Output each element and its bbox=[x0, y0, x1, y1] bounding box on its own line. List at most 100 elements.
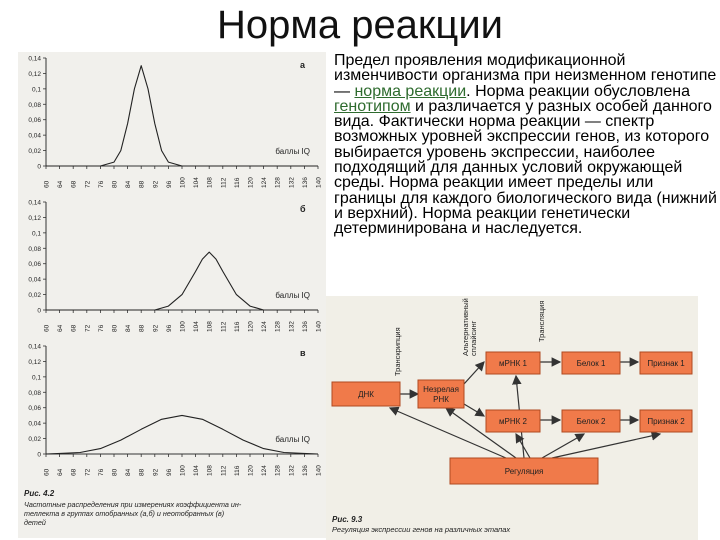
y-tick-label: 0,02 bbox=[28, 148, 41, 155]
y-tick-label: 0,14 bbox=[28, 200, 41, 207]
y-tick-label: 0,04 bbox=[28, 133, 41, 140]
y-tick-label: 0 bbox=[37, 164, 41, 171]
x-tick-label: 112 bbox=[220, 465, 227, 476]
norm-of-reaction-link[interactable]: норма реакции bbox=[354, 82, 467, 100]
x-tick-label: 132 bbox=[288, 177, 295, 188]
y-tick-label: 0,1 bbox=[32, 374, 41, 381]
x-tick-label: 128 bbox=[275, 465, 282, 476]
x-tick-label: 80 bbox=[112, 468, 119, 476]
gene-expression-svg: ДНК Незрелая РНК мРНК 1 мРНК 2 Белок 1 Б… bbox=[331, 298, 693, 534]
trait1-label: Признак 1 bbox=[647, 359, 685, 368]
x-tick-label: 92 bbox=[152, 324, 159, 332]
y-tick-label: 0,06 bbox=[28, 405, 41, 412]
right-caption-title: Рис. 9.3 bbox=[332, 515, 363, 524]
x-tick-label: 64 bbox=[57, 468, 64, 476]
x-tick-label: 140 bbox=[316, 465, 323, 476]
x-axis-label: баллы IQ bbox=[275, 291, 310, 300]
y-tick-label: 0 bbox=[37, 308, 41, 315]
x-tick-label: 104 bbox=[193, 321, 200, 332]
panel-letter: б bbox=[300, 204, 306, 214]
x-tick-label: 68 bbox=[71, 180, 78, 188]
y-tick-label: 0,12 bbox=[28, 215, 41, 222]
x-tick-label: 124 bbox=[261, 177, 268, 188]
y-tick-label: 0,1 bbox=[32, 86, 41, 93]
x-tick-label: 128 bbox=[275, 177, 282, 188]
x-tick-label: 136 bbox=[302, 465, 309, 476]
right-caption-text: Регуляция экспрессии генов на различных … bbox=[332, 525, 510, 534]
genotype-link[interactable]: генотипом bbox=[334, 97, 411, 115]
x-tick-label: 84 bbox=[125, 180, 132, 188]
gene-expression-diagram: ДНК Незрелая РНК мРНК 1 мРНК 2 Белок 1 Б… bbox=[326, 296, 698, 540]
x-tick-label: 132 bbox=[288, 465, 295, 476]
left-caption-line: Частотные распределения при измерениях к… bbox=[24, 500, 242, 509]
y-tick-label: 0,02 bbox=[28, 292, 41, 299]
diagram-arrows bbox=[388, 357, 662, 459]
x-tick-label: 88 bbox=[139, 468, 146, 476]
x-tick-label: 140 bbox=[316, 321, 323, 332]
protein2-label: Белок 2 bbox=[577, 417, 606, 426]
dna-label: ДНК bbox=[358, 390, 374, 399]
x-tick-label: 96 bbox=[166, 324, 173, 332]
dna-box bbox=[331, 381, 401, 407]
alt-splicing-label-2: сплайсинг bbox=[469, 320, 478, 356]
trait1-box bbox=[639, 351, 693, 375]
x-tick-label: 140 bbox=[316, 177, 323, 188]
x-tick-label: 116 bbox=[234, 321, 241, 332]
x-tick-label: 108 bbox=[207, 465, 214, 476]
y-tick-label: 0,08 bbox=[28, 102, 41, 109]
immature-rna-label-2: РНК bbox=[433, 395, 449, 404]
x-tick-label: 76 bbox=[98, 180, 105, 188]
x-tick-label: 96 bbox=[166, 180, 173, 188]
body-text-part-2: . Норма реакции обусловлена bbox=[466, 82, 690, 100]
x-tick-label: 68 bbox=[71, 324, 78, 332]
immature-rna-label-1: Незрелая bbox=[423, 385, 459, 394]
x-tick-label: 100 bbox=[180, 177, 187, 188]
x-tick-label: 104 bbox=[193, 177, 200, 188]
x-tick-label: 68 bbox=[71, 468, 78, 476]
x-tick-label: 84 bbox=[125, 468, 132, 476]
x-tick-label: 72 bbox=[84, 468, 91, 476]
x-tick-label: 120 bbox=[248, 177, 255, 188]
left-caption-line: теллекта в группах отобранных (а,б) и не… bbox=[24, 509, 224, 518]
x-axis-label: баллы IQ bbox=[275, 147, 310, 156]
y-tick-label: 0,12 bbox=[28, 359, 41, 366]
x-tick-label: 124 bbox=[261, 465, 268, 476]
mrna2-box bbox=[485, 409, 541, 433]
x-tick-label: 116 bbox=[234, 177, 241, 188]
definition-paragraph: Предел проявления модификационной изменч… bbox=[334, 53, 718, 237]
protein1-box bbox=[561, 351, 621, 375]
x-tick-label: 132 bbox=[288, 321, 295, 332]
x-tick-label: 112 bbox=[220, 321, 227, 332]
distribution-curve-б bbox=[46, 251, 318, 311]
y-tick-label: 0,14 bbox=[28, 56, 41, 63]
x-tick-label: 60 bbox=[44, 180, 51, 188]
x-tick-label: 100 bbox=[180, 465, 187, 476]
regulation-box bbox=[449, 457, 599, 485]
x-tick-label: 120 bbox=[248, 465, 255, 476]
translation-label: Трансляция bbox=[537, 301, 546, 342]
y-tick-label: 0,04 bbox=[28, 421, 41, 428]
iq-distribution-svg: 0,14 0,12 0,1 0,08 0,06 0,04 0,02 0 60 64 68 72 76 80… bbox=[24, 56, 323, 528]
x-tick-label: 120 bbox=[248, 321, 255, 332]
iq-distribution-figure: 0,14 0,12 0,1 0,08 0,06 0,04 0,02 0 60 64 68 72 76 80… bbox=[18, 52, 326, 538]
x-tick-label: 136 bbox=[302, 321, 309, 332]
mrna2-label: мРНК 2 bbox=[499, 417, 527, 426]
x-tick-label: 64 bbox=[57, 180, 64, 188]
y-tick-label: 0,06 bbox=[28, 117, 41, 124]
x-tick-label: 92 bbox=[152, 180, 159, 188]
trait2-label: Признак 2 bbox=[647, 417, 685, 426]
x-tick-label: 60 bbox=[44, 324, 51, 332]
y-tick-label: 0,02 bbox=[28, 436, 41, 443]
y-tick-label: 0 bbox=[37, 452, 41, 459]
x-tick-label: 72 bbox=[84, 324, 91, 332]
mrna1-label: мРНК 1 bbox=[499, 359, 527, 368]
x-tick-label: 76 bbox=[98, 468, 105, 476]
panel-letter: а bbox=[300, 60, 306, 70]
x-tick-label: 100 bbox=[180, 321, 187, 332]
left-caption-title: Рис. 4.2 bbox=[24, 489, 55, 498]
transcription-label: Транскрипция bbox=[393, 327, 402, 376]
y-tick-label: 0,14 bbox=[28, 344, 41, 351]
x-tick-label: 60 bbox=[44, 468, 51, 476]
panel-letter: в bbox=[300, 348, 306, 358]
x-tick-label: 84 bbox=[125, 324, 132, 332]
